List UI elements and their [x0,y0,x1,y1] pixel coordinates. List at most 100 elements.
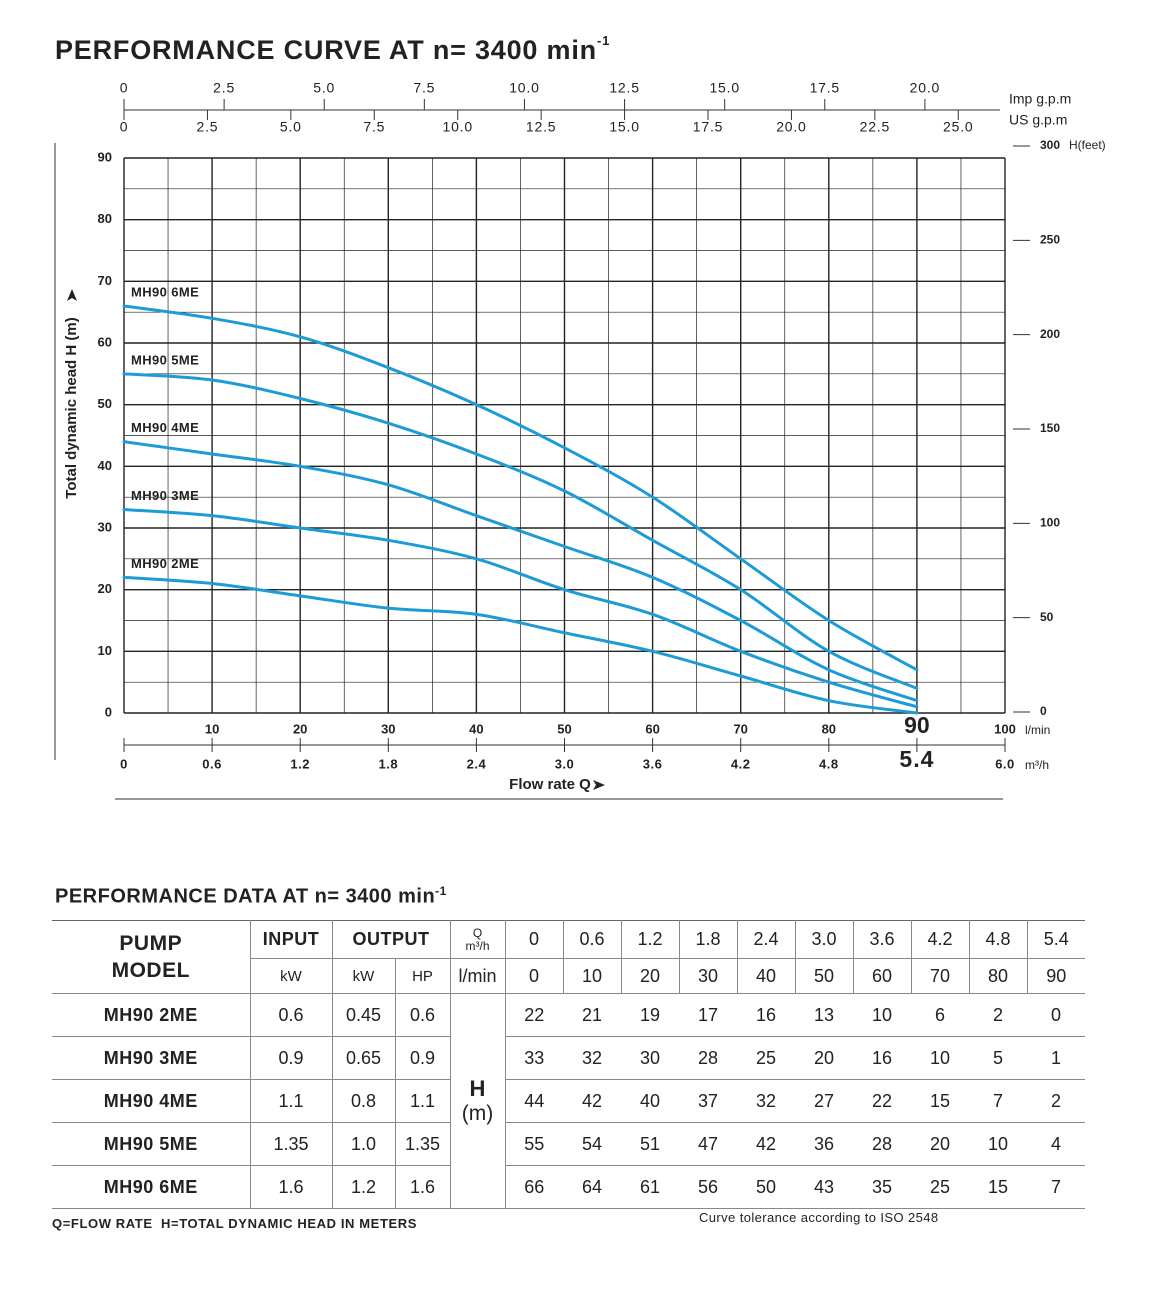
head-value: 21 [563,993,621,1037]
q-m3h: 3.0 [795,920,854,959]
y-tick-label: 70 [98,273,112,288]
x2-tick-label: 4.2 [731,756,751,771]
head-value: 10 [911,1036,969,1080]
output-hp: 0.9 [395,1036,451,1080]
head-value: 42 [737,1122,795,1166]
x-tick-label: 100 [994,721,1016,736]
x-tick-label: 60 [645,721,659,736]
q-lmin: 50 [795,958,854,994]
axis-arrow [593,780,605,790]
head-value: 17 [679,993,737,1037]
curve [122,575,919,715]
h-unit: (m) [461,1102,494,1125]
x-tick-label: 50 [557,721,571,736]
table-row: MH90 2ME 0.6 0.45 0.6 H (m) 22 21 19 17 16 13 10 6 2 0 [52,993,1085,1209]
imp-tick-label: 5.0 [313,80,335,96]
head-value: 61 [621,1165,679,1209]
imp-tick-label: 12.5 [609,80,639,96]
q-lmin: 80 [969,958,1028,994]
model: MH90 6ME [52,1165,251,1209]
y2-tick-label: 200 [1040,327,1060,341]
head-value: 50 [737,1165,795,1209]
head-value: 25 [911,1165,969,1209]
head-value: 10 [969,1122,1027,1166]
x-tick-label: 10 [205,721,219,736]
q-m3h: 4.2 [911,920,970,959]
model: MH90 4ME [52,1079,251,1123]
imp-tick-label: 17.5 [810,80,840,96]
head-value: 56 [679,1165,737,1209]
header-model: PUMP MODEL [52,920,251,994]
curve-label: MH90 6ME [131,284,199,299]
imp-tick-label: 20.0 [910,80,940,96]
header-output: OUTPUT [332,920,451,959]
head-value: 33 [505,1036,563,1080]
us-tick-label: 7.5 [363,119,385,135]
head-value: 4 [1027,1122,1085,1166]
us-tick-label: 22.5 [860,119,890,135]
q-m3h: 1.2 [621,920,680,959]
q-m3h: 5.4 [1027,920,1085,959]
head-value: 28 [853,1122,911,1166]
x-tick-label: 40 [469,721,483,736]
y-tick-label: 0 [105,704,112,719]
q-lmin: 70 [911,958,970,994]
head-value: 43 [795,1165,853,1209]
x2-tick-label: 4.8 [819,756,839,771]
x-tick-label: 70 [733,721,747,736]
axis-arrow [67,289,77,301]
x-tick-label: 90 [904,712,930,738]
title-text: PERFORMANCE CURVE AT n= 3400 min [55,35,597,65]
x2-tick-label: 3.0 [555,756,575,771]
table-title: PERFORMANCE DATA AT n= 3400 min-1 [55,884,447,909]
y-tick-label: 20 [98,581,112,596]
q-lmin: 20 [621,958,680,994]
head-value: 36 [795,1122,853,1166]
output-kw: 0.45 [332,993,396,1037]
q-lmin: 90 [1027,958,1085,994]
model: MH90 2ME [52,993,251,1037]
header-output-kw: kW [332,958,396,994]
curve [122,508,919,709]
x2-tick-label: 2.4 [467,756,487,771]
input-kw: 1.1 [250,1079,333,1123]
output-hp: 1.35 [395,1122,451,1166]
head-value: 25 [737,1036,795,1080]
us-tick-label: 10.0 [442,119,472,135]
output-kw: 0.65 [332,1036,396,1080]
head-unit-cell: H (m) [450,993,506,1209]
imp-label: Imp g.p.m [1009,91,1071,107]
head-value: 47 [679,1122,737,1166]
head-value: 22 [505,993,563,1037]
input-kw: 0.9 [250,1036,333,1080]
q-m3h: 2.4 [737,920,796,959]
y2-tick-label: 150 [1040,421,1060,435]
y-tick-label: 50 [98,396,112,411]
head-value: 16 [737,993,795,1037]
y2-tick-label: 300 [1040,138,1060,152]
curve [122,304,919,672]
q-m3h: 0.6 [563,920,622,959]
table-row: MH90 6ME 1.6 1.2 1.6 66 64 61 56 50 43 35 25 15 7 [52,1165,1085,1209]
q-m3h: 3.6 [853,920,912,959]
head-value: 1 [1027,1036,1085,1080]
h-label: H [469,1076,486,1101]
x-unit: l/min [1025,723,1050,737]
x2-tick-label: 1.8 [379,756,399,771]
curve-label: MH90 2ME [131,556,199,571]
head-value: 20 [795,1036,853,1080]
us-tick-label: 5.0 [280,119,302,135]
x-axis-label: Flow rate Q [509,776,591,793]
table-row: MH90 4ME 1.1 0.8 1.1 44 42 40 37 32 27 22 15 7 2 [52,1079,1085,1123]
q-m3h: 1.8 [679,920,738,959]
x-tick-label: 20 [293,721,307,736]
input-kw: 1.35 [250,1122,333,1166]
x2-tick-label: 6.0 [995,756,1015,771]
model: MH90 3ME [52,1036,251,1080]
q-label: Q [472,925,483,940]
y2-tick-label: 250 [1040,233,1060,247]
y-tick-label: 90 [98,149,112,164]
q-unit: m³/h [465,938,490,953]
